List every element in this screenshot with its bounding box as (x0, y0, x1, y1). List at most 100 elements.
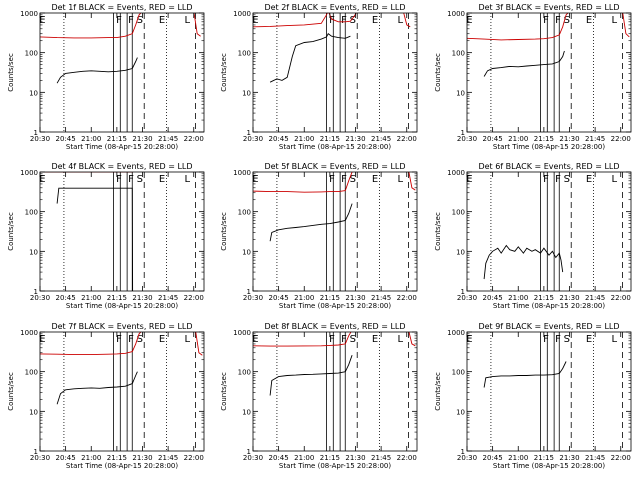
y-tick-label: 1000 (447, 10, 465, 18)
y-tick-label: 10 (29, 248, 38, 256)
marker-letter: L (612, 174, 618, 185)
marker-letter: S (137, 334, 143, 345)
y-axis-label: Counts/sec (434, 212, 442, 251)
marker-letter: E (252, 334, 258, 345)
marker-letter: E (372, 15, 378, 26)
x-tick-label: 21:45 (585, 294, 605, 302)
y-tick-label: 10 (242, 248, 251, 256)
x-tick-label: 20:30 (243, 454, 263, 462)
lld-line (40, 13, 201, 39)
x-tick-label: 20:30 (457, 454, 477, 462)
x-tick-label: 21:30 (559, 294, 579, 302)
marker-letter: E (466, 334, 472, 345)
y-axis-label: Counts/sec (220, 212, 228, 251)
events-line (483, 361, 567, 388)
marker-letter: F (543, 15, 549, 26)
x-tick-label: 21:00 (294, 135, 314, 143)
y-tick-label: 10 (242, 408, 251, 416)
marker-letter: F (329, 174, 335, 185)
marker-letter: S (564, 334, 570, 345)
marker-letter: E (39, 15, 45, 26)
y-tick-label: 1000 (20, 169, 38, 177)
x-tick-label: 21:00 (508, 135, 528, 143)
marker-letter: F (341, 15, 347, 26)
x-tick-label: 21:00 (508, 454, 528, 462)
x-tick-label: 21:45 (371, 135, 391, 143)
panel-title: Det 3f BLACK = Events, RED = LLD (478, 3, 619, 12)
x-tick-label: 21:15 (107, 294, 127, 302)
marker-letter: L (185, 334, 191, 345)
marker-letter: F (543, 174, 549, 185)
plot-frame (39, 171, 205, 292)
marker-letter: F (116, 174, 122, 185)
y-tick-label: 100 (238, 50, 251, 58)
x-tick-label: 21:00 (508, 294, 528, 302)
y-tick-label: 100 (452, 209, 465, 217)
x-tick-label: 20:45 (56, 454, 76, 462)
x-axis-label: Start Time (08-Apr-15 20:28:00) (66, 302, 178, 310)
x-tick-label: 22:00 (184, 454, 204, 462)
x-tick-label: 21:45 (585, 135, 605, 143)
x-tick-label: 21:30 (345, 454, 365, 462)
x-tick-label: 21:15 (534, 454, 554, 462)
x-tick-label: 21:15 (107, 454, 127, 462)
x-tick-label: 22:00 (397, 454, 417, 462)
marker-letter: E (39, 334, 45, 345)
y-tick-label: 1 (34, 288, 38, 296)
marker-letter: S (350, 334, 356, 345)
x-tick-label: 21:00 (81, 135, 101, 143)
y-tick-label: 1000 (447, 169, 465, 177)
x-tick-label: 20:30 (243, 294, 263, 302)
marker-letter: S (137, 174, 143, 185)
y-axis-label: Counts/sec (7, 53, 15, 92)
y-tick-label: 100 (452, 50, 465, 58)
events-line (269, 33, 351, 83)
y-tick-label: 1 (461, 129, 465, 137)
marker-letter: E (586, 15, 592, 26)
x-tick-label: 21:30 (345, 294, 365, 302)
y-tick-label: 1000 (233, 169, 251, 177)
marker-letter: E (372, 174, 378, 185)
x-tick-label: 21:45 (371, 454, 391, 462)
x-axis-label: Start Time (08-Apr-15 20:28:00) (66, 143, 178, 151)
x-tick-label: 21:30 (132, 294, 152, 302)
x-tick-label: 21:45 (158, 294, 178, 302)
y-tick-label: 1000 (447, 329, 465, 337)
marker-letter: E (159, 15, 165, 26)
x-tick-label: 21:30 (345, 135, 365, 143)
events-line (56, 57, 138, 84)
x-axis-label: Start Time (08-Apr-15 20:28:00) (279, 302, 391, 310)
y-axis-label: Counts/sec (434, 53, 442, 92)
marker-letter: F (128, 15, 134, 26)
x-tick-label: 22:00 (184, 294, 204, 302)
marker-letter: E (159, 174, 165, 185)
marker-letter: E (586, 174, 592, 185)
marker-letter: L (398, 174, 404, 185)
plot-frame (252, 171, 418, 292)
plot-frame (252, 12, 418, 133)
marker-letter: F (128, 334, 134, 345)
panel-title: Det 8f BLACK = Events, RED = LLD (264, 322, 405, 331)
x-tick-label: 20:45 (56, 135, 76, 143)
marker-letter: L (185, 15, 191, 26)
y-tick-label: 1000 (20, 329, 38, 337)
x-tick-label: 20:45 (483, 454, 503, 462)
marker-letter: F (329, 15, 335, 26)
marker-letter: S (564, 15, 570, 26)
y-tick-label: 10 (29, 408, 38, 416)
plot-frame (466, 12, 632, 133)
y-tick-label: 1 (247, 448, 251, 456)
panel-title: Det 5f BLACK = Events, RED = LLD (264, 162, 405, 171)
x-tick-label: 21:00 (294, 294, 314, 302)
y-tick-label: 10 (242, 89, 251, 97)
x-tick-label: 22:00 (611, 294, 631, 302)
marker-letter: S (350, 15, 356, 26)
x-tick-label: 20:45 (269, 454, 289, 462)
y-tick-label: 1000 (233, 10, 251, 18)
